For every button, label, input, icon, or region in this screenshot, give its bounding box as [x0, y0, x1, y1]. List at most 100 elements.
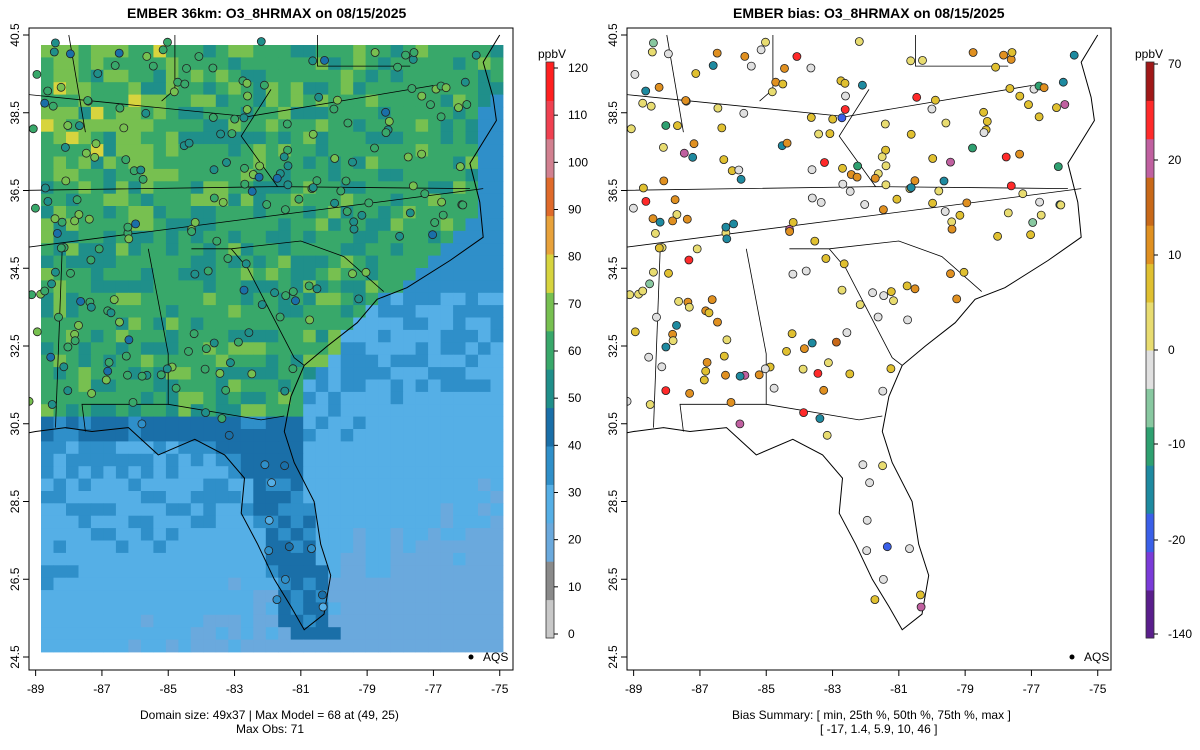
grid-cell — [165, 528, 179, 541]
grid-cell — [365, 218, 379, 232]
grid-cell — [403, 515, 416, 529]
aqs-site-marker — [182, 64, 191, 73]
grid-cell — [415, 565, 429, 579]
aqs-site-marker — [59, 362, 69, 372]
grid-cell — [303, 106, 317, 120]
grid-cell — [66, 181, 79, 195]
grid-cell — [165, 478, 179, 492]
grid-cell — [440, 429, 454, 442]
bias-site-marker — [1015, 91, 1025, 101]
grid-cell — [41, 305, 54, 318]
grid-cell — [365, 441, 379, 455]
grid-cell — [240, 354, 254, 368]
aqs-site-marker — [417, 91, 427, 101]
grid-cell — [90, 329, 104, 343]
grid-cell — [190, 515, 204, 529]
aqs-site-marker — [264, 546, 274, 555]
grid-cell — [153, 515, 167, 529]
aqs-site-marker — [384, 117, 394, 126]
grid-cell — [228, 590, 242, 603]
grid-cell — [378, 243, 391, 256]
grid-cell — [265, 367, 279, 380]
grid-cell — [453, 45, 466, 58]
bias-site-marker — [664, 49, 673, 59]
grid-cell — [265, 528, 279, 541]
grid-cell — [440, 69, 454, 83]
grid-cell — [128, 144, 142, 157]
grid-cell — [140, 627, 154, 640]
grid-cell — [66, 243, 79, 256]
grid-cell — [278, 478, 292, 492]
aqs-site-marker — [305, 315, 315, 325]
grid-cell — [428, 540, 441, 554]
grid-cell — [178, 119, 192, 133]
x-tick-label: -75 — [1089, 682, 1107, 696]
grid-cell — [228, 45, 242, 58]
grid-cell — [415, 305, 429, 318]
grid-cell — [90, 193, 104, 207]
grid-cell — [415, 602, 429, 616]
grid-cell — [303, 404, 317, 417]
grid-cell — [440, 292, 454, 306]
grid-cell — [490, 441, 504, 455]
grid-cell — [228, 305, 242, 318]
grid-cell — [41, 131, 54, 145]
grid-cell — [328, 280, 342, 294]
grid-cell — [403, 268, 416, 281]
right-coastline — [627, 34, 1099, 631]
grid-cell — [228, 528, 242, 541]
grid-cell — [265, 69, 279, 83]
grid-cell — [165, 230, 179, 244]
grid-cell — [403, 391, 416, 405]
state-boundary — [29, 188, 484, 248]
grid-cell — [78, 243, 92, 256]
grid-cell — [490, 268, 504, 281]
grid-cell — [390, 602, 404, 616]
grid-cell — [465, 268, 479, 281]
grid-cell — [103, 429, 117, 442]
grid-cell — [253, 255, 267, 269]
bias-site-marker — [729, 219, 738, 229]
bias-site-marker — [684, 302, 694, 312]
grid-cell — [228, 243, 242, 256]
grid-cell — [440, 168, 454, 182]
grid-cell — [103, 131, 117, 145]
grid-cell — [153, 292, 167, 306]
bias-site-marker — [746, 61, 756, 71]
grid-cell — [228, 292, 242, 306]
bias-site-marker — [906, 129, 916, 139]
grid-cell — [240, 193, 254, 207]
grid-cell — [303, 119, 317, 133]
grid-cell — [390, 614, 404, 628]
grid-cell — [253, 590, 267, 603]
grid-cell — [278, 280, 292, 294]
grid-cell — [140, 354, 154, 368]
bias-site-marker — [739, 108, 749, 118]
aqs-site-marker — [131, 219, 141, 229]
grid-cell — [253, 243, 267, 256]
aqs-site-marker — [54, 312, 63, 322]
colorbar-tick-label: 10 — [1168, 248, 1182, 262]
grid-cell — [115, 565, 129, 579]
grid-cell — [53, 466, 67, 479]
grid-cell — [403, 193, 416, 207]
grid-cell — [340, 391, 354, 405]
grid-cell — [340, 367, 354, 380]
bias-site-marker — [672, 320, 681, 330]
grid-cell — [428, 168, 441, 182]
grid-cell — [290, 429, 304, 442]
grid-cell — [340, 342, 354, 356]
grid-cell — [278, 45, 292, 58]
bias-site-marker — [713, 317, 722, 327]
grid-cell — [41, 478, 54, 492]
grid-cell — [453, 305, 466, 318]
bias-site-marker — [630, 70, 640, 79]
bias-site-marker — [906, 183, 916, 193]
grid-cell — [315, 639, 329, 653]
aqs-site-marker — [441, 83, 451, 93]
right-bias-sites — [627, 37, 1079, 612]
bias-site-marker — [639, 183, 648, 193]
bias-site-marker — [685, 388, 694, 398]
grid-cell — [115, 453, 129, 467]
